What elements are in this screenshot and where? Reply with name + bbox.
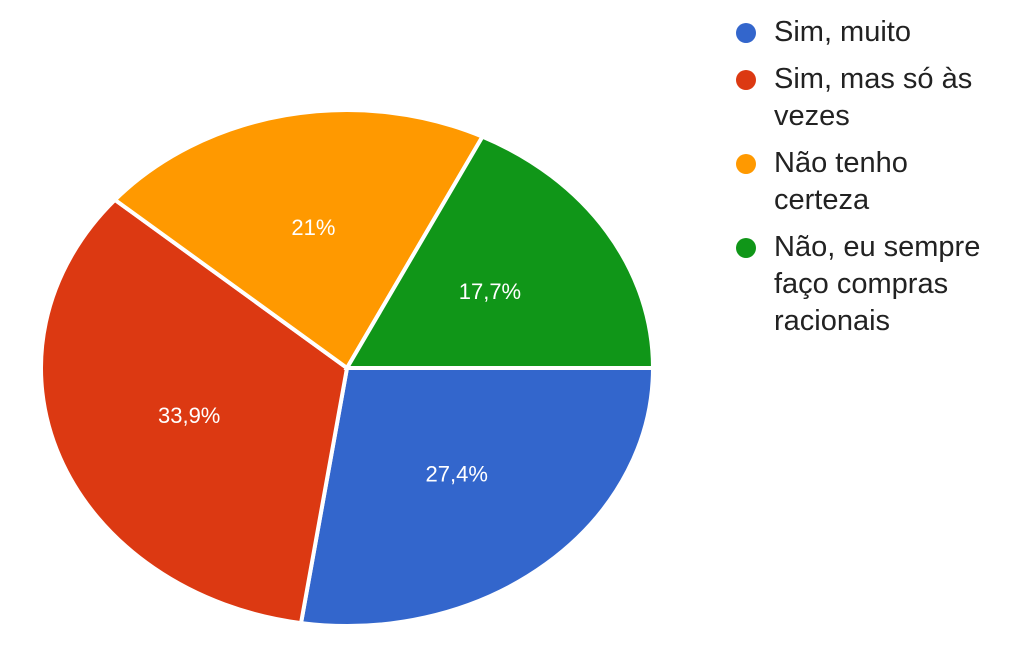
pie-slice [298,366,656,628]
legend-marker [736,70,756,90]
legend: Sim, muito Sim, mas só às vezes Não tenho … [730,14,990,350]
legend-label: Não, eu sempre faço compras racionais [774,231,981,337]
legend-label: Não tenho certeza [774,147,908,216]
pie-slice [343,134,656,370]
chart: 27,4% 33,9% 21% 17,7% [39,108,656,628]
slice-label: 21% [291,215,335,240]
slice-label: 27,4% [426,461,488,486]
legend-item: Sim, mas só às vezes [730,61,990,135]
pie-slice [39,197,350,626]
slice-label: 17,7% [459,279,521,304]
pie-slice [111,108,486,371]
legend-label: Sim, mas só às vezes [774,63,973,132]
legend-marker [736,154,756,174]
legend-item: Não, eu sempre faço compras racionais [730,229,990,340]
legend-marker [736,23,756,43]
legend-item: Não tenho certeza [730,145,990,219]
legend-label: Sim, muito [774,16,911,48]
legend-item: Sim, muito [730,14,990,51]
slice-label: 33,9% [158,403,220,428]
legend-marker [736,238,756,258]
